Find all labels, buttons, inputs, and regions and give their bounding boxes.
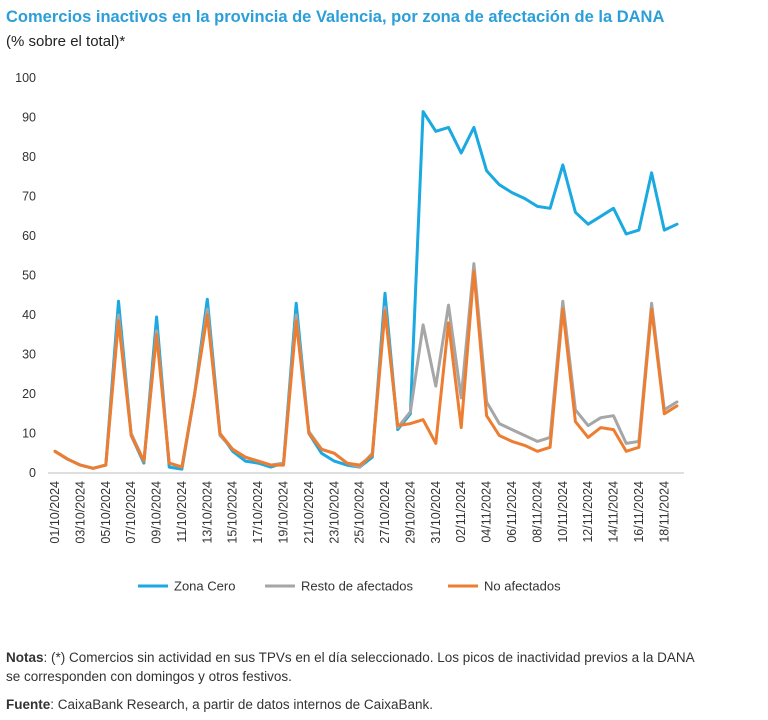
x-tick-label: 07/10/2024 xyxy=(124,481,138,544)
x-tick-label: 23/10/2024 xyxy=(327,481,341,544)
y-tick-label: 20 xyxy=(22,387,36,401)
notes-label: Notas xyxy=(6,650,44,665)
legend-label: Zona Cero xyxy=(174,579,235,594)
x-tick-label: 05/10/2024 xyxy=(99,481,113,544)
x-tick-label: 16/11/2024 xyxy=(632,481,646,543)
x-tick-label: 03/10/2024 xyxy=(73,481,87,544)
chart-subtitle: (% sobre el total)* xyxy=(6,33,126,50)
legend: Zona Cero Resto de afectados No afectados xyxy=(138,579,561,594)
x-tick-label: 15/10/2024 xyxy=(226,481,240,544)
x-tick-label: 12/11/2024 xyxy=(581,481,595,543)
series-layer xyxy=(53,110,679,471)
series-line-resto-de-afectados xyxy=(53,262,679,470)
source-label: Fuente xyxy=(6,697,51,712)
y-tick-label: 40 xyxy=(22,308,36,322)
y-tick-label: 80 xyxy=(22,150,36,164)
y-tick-label: 50 xyxy=(22,269,36,283)
legend-label: Resto de afectados xyxy=(301,579,414,594)
series-line-no-afectados xyxy=(53,270,679,470)
x-tick-label: 14/11/2024 xyxy=(607,481,621,543)
legend-label: No afectados xyxy=(484,579,561,594)
x-tick-label: 06/11/2024 xyxy=(505,481,519,543)
x-tick-label: 25/10/2024 xyxy=(353,481,367,544)
x-axis: 01/10/2024 03/10/2024 05/10/2024 07/10/2024… xyxy=(48,472,684,544)
x-tick-label: 18/11/2024 xyxy=(657,481,671,543)
x-tick-label: 11/10/2024 xyxy=(175,481,189,543)
x-tick-label: 10/11/2024 xyxy=(556,481,570,543)
x-tick-label: 29/10/2024 xyxy=(403,481,417,544)
y-tick-label: 30 xyxy=(22,348,36,362)
x-tick-label: 08/11/2024 xyxy=(530,481,544,543)
x-tick-label: 04/11/2024 xyxy=(480,481,494,543)
source: Fuente: CaixaBank Research, a partir de … xyxy=(6,697,433,712)
line-chart: 0 10 20 30 40 50 60 70 80 90 100 01/10/2024 03/10/2… xyxy=(15,71,684,594)
notes-text: : (*) Comercios sin actividad en sus TPV… xyxy=(6,650,694,684)
y-tick-label: 60 xyxy=(22,229,36,243)
y-tick-label: 10 xyxy=(22,427,36,441)
x-tick-label: 27/10/2024 xyxy=(378,481,392,544)
x-tick-label: 01/10/2024 xyxy=(48,481,62,544)
y-tick-label: 70 xyxy=(22,190,36,204)
x-tick-label: 17/10/2024 xyxy=(251,481,265,544)
x-tick-label: 02/11/2024 xyxy=(454,481,468,543)
source-text: : CaixaBank Research, a partir de datos … xyxy=(50,697,433,712)
y-tick-label: 0 xyxy=(29,466,36,480)
chart-title: Comercios inactivos en la provincia de V… xyxy=(6,8,665,26)
x-tick-label: 21/10/2024 xyxy=(302,481,316,544)
x-tick-label: 13/10/2024 xyxy=(200,481,214,544)
x-tick-label: 19/10/2024 xyxy=(276,481,290,544)
notes: Notas: (*) Comercios sin actividad en su… xyxy=(6,648,706,686)
y-tick-label: 90 xyxy=(22,111,36,125)
x-tick-label: 09/10/2024 xyxy=(150,481,164,544)
y-axis: 0 10 20 30 40 50 60 70 80 90 100 xyxy=(15,71,36,480)
y-tick-label: 100 xyxy=(15,71,36,85)
x-tick-label: 31/10/2024 xyxy=(429,481,443,544)
